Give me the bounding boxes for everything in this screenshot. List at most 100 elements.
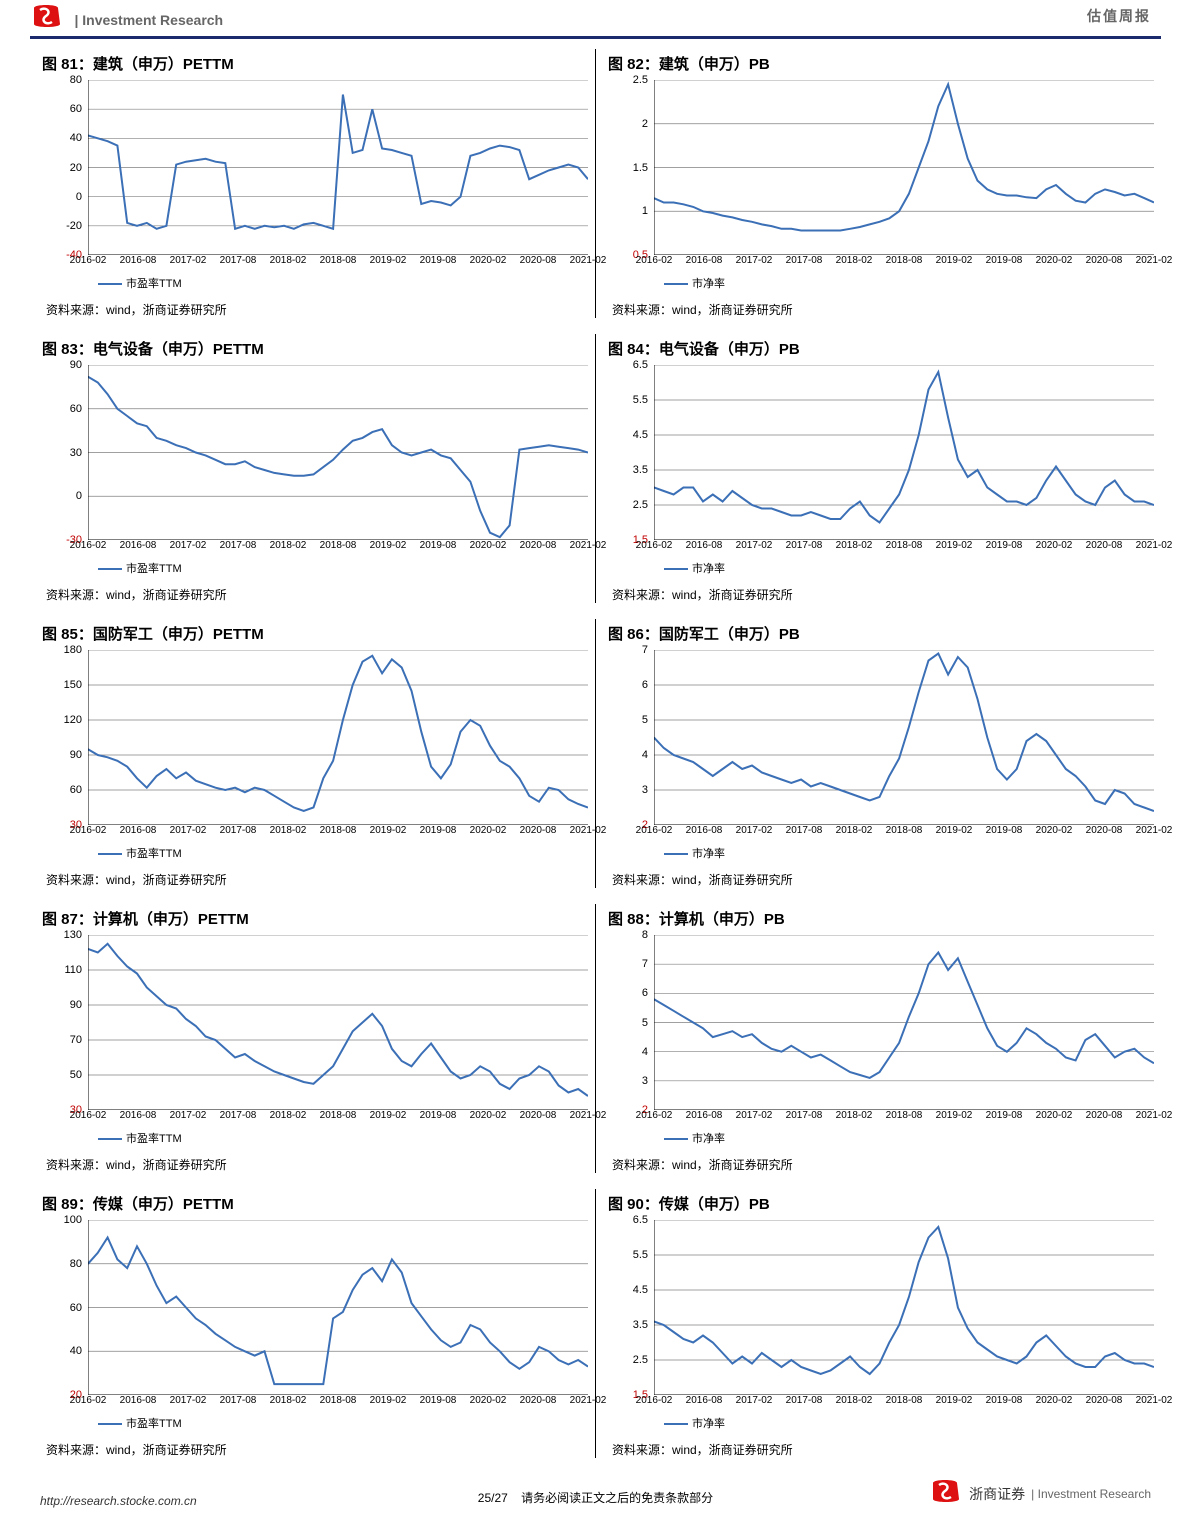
y-tick-label: 60 <box>70 103 82 115</box>
chart-row: 图 85：国防军工（申万）PETTM3060901201501802016-02… <box>30 619 1161 888</box>
x-tick-label: 2018-08 <box>886 540 923 551</box>
x-tick-label: 2016-02 <box>70 1110 107 1121</box>
chart-title: 图 87：计算机（申万）PETTM <box>42 908 587 929</box>
y-tick-label: 50 <box>70 1069 82 1081</box>
chart-source: 资料来源：wind，浙商证券研究所 <box>612 301 1152 318</box>
legend-label: 市净率 <box>692 278 725 290</box>
chart-source: 资料来源：wind，浙商证券研究所 <box>46 586 587 603</box>
charts-grid: 图 81：建筑（申万）PETTM-40-200204060802016-0220… <box>0 39 1191 1458</box>
x-tick-label: 2020-08 <box>1086 540 1123 551</box>
chart-source: 资料来源：wind，浙商证券研究所 <box>612 1156 1152 1173</box>
chart-title: 图 82：建筑（申万）PB <box>608 53 1152 74</box>
legend-label: 市净率 <box>692 1418 725 1430</box>
x-tick-label: 2019-02 <box>370 255 407 266</box>
y-tick-label: 100 <box>64 1214 82 1226</box>
chart-row: 图 81：建筑（申万）PETTM-40-200204060802016-0220… <box>30 49 1161 318</box>
chart-plot-area: 1.52.53.54.55.56.52016-022016-082017-022… <box>654 365 1154 540</box>
y-tick-label: -20 <box>66 220 82 232</box>
x-tick-label: 2017-02 <box>736 1395 773 1406</box>
footer-right: 浙商证券 | Investment Research <box>929 1479 1151 1508</box>
legend-swatch <box>98 853 122 855</box>
x-tick-label: 2017-02 <box>170 1110 207 1121</box>
y-tick-label: 60 <box>70 1302 82 1314</box>
chart-source: 资料来源：wind，浙商证券研究所 <box>46 1156 587 1173</box>
x-tick-label: 2019-02 <box>370 540 407 551</box>
x-tick-label: 2017-02 <box>736 540 773 551</box>
x-axis-labels: 2016-022016-082017-022017-082018-022018-… <box>654 255 1154 269</box>
legend-label: 市净率 <box>692 563 725 575</box>
x-tick-label: 2020-02 <box>470 825 507 836</box>
x-tick-label: 2017-02 <box>736 255 773 266</box>
x-tick-label: 2018-08 <box>320 825 357 836</box>
x-tick-label: 2016-02 <box>636 255 673 266</box>
x-axis-labels: 2016-022016-082017-022017-082018-022018-… <box>654 1395 1154 1409</box>
y-tick-label: 6 <box>642 987 648 999</box>
x-tick-label: 2016-08 <box>686 825 723 836</box>
chart-title: 图 85：国防军工（申万）PETTM <box>42 623 587 644</box>
x-tick-label: 2019-02 <box>936 255 973 266</box>
x-tick-label: 2021-02 <box>1136 255 1173 266</box>
page-header: | Investment Research 估值周报 <box>0 0 1191 34</box>
x-tick-label: 2019-08 <box>986 255 1023 266</box>
y-axis-labels: 1.52.53.54.55.56.5 <box>604 1220 650 1395</box>
x-axis-labels: 2016-022016-082017-022017-082018-022018-… <box>88 1395 588 1409</box>
chart-cell: 图 87：计算机（申万）PETTM305070901101302016-0220… <box>30 904 595 1173</box>
page-footer: http://research.stocke.com.cn 25/27 请务必阅… <box>0 1462 1191 1510</box>
chart-plot-area: 0.511.522.52016-022016-082017-022017-082… <box>654 80 1154 255</box>
x-tick-label: 2018-08 <box>320 255 357 266</box>
y-tick-label: 80 <box>70 74 82 86</box>
chart-title: 图 89：传媒（申万）PETTM <box>42 1193 587 1214</box>
y-tick-label: 5 <box>642 714 648 726</box>
x-tick-label: 2019-02 <box>936 825 973 836</box>
y-tick-label: 4.5 <box>633 1284 648 1296</box>
y-tick-label: 110 <box>64 964 82 976</box>
chart-legend: 市盈率TTM <box>98 1130 587 1146</box>
y-tick-label: 30 <box>70 447 82 459</box>
x-tick-label: 2020-02 <box>470 1110 507 1121</box>
x-tick-label: 2021-02 <box>1136 825 1173 836</box>
x-axis-labels: 2016-022016-082017-022017-082018-022018-… <box>88 540 588 554</box>
x-tick-label: 2019-02 <box>936 1110 973 1121</box>
y-tick-label: 60 <box>70 784 82 796</box>
x-axis-labels: 2016-022016-082017-022017-082018-022018-… <box>88 825 588 839</box>
chart-source: 资料来源：wind，浙商证券研究所 <box>46 301 587 318</box>
y-tick-label: 70 <box>70 1034 82 1046</box>
x-tick-label: 2019-08 <box>420 1395 457 1406</box>
header-logo-icon <box>30 4 64 35</box>
legend-swatch <box>98 1138 122 1140</box>
x-axis-labels: 2016-022016-082017-022017-082018-022018-… <box>654 540 1154 554</box>
x-tick-label: 2020-02 <box>470 540 507 551</box>
chart-row: 图 89：传媒（申万）PETTM204060801002016-022016-0… <box>30 1189 1161 1458</box>
chart-legend: 市盈率TTM <box>98 845 587 861</box>
y-tick-label: 6.5 <box>633 1214 648 1226</box>
chart-svg <box>654 935 1154 1110</box>
x-tick-label: 2016-08 <box>120 1395 157 1406</box>
y-tick-label: 8 <box>642 929 648 941</box>
legend-swatch <box>664 853 688 855</box>
x-tick-label: 2016-08 <box>120 1110 157 1121</box>
x-tick-label: 2017-02 <box>736 825 773 836</box>
chart-svg <box>88 80 588 255</box>
chart-cell: 图 89：传媒（申万）PETTM204060801002016-022016-0… <box>30 1189 595 1458</box>
y-tick-label: 90 <box>70 359 82 371</box>
x-tick-label: 2016-02 <box>70 825 107 836</box>
x-tick-label: 2017-08 <box>220 825 257 836</box>
x-tick-label: 2019-02 <box>936 1395 973 1406</box>
y-tick-label: 0 <box>76 191 82 203</box>
y-tick-label: 4.5 <box>633 429 648 441</box>
y-tick-label: 130 <box>64 929 82 941</box>
chart-row: 图 87：计算机（申万）PETTM305070901101302016-0220… <box>30 904 1161 1173</box>
y-tick-label: 7 <box>642 644 648 656</box>
x-tick-label: 2017-08 <box>220 1395 257 1406</box>
x-tick-label: 2021-02 <box>1136 1395 1173 1406</box>
y-axis-labels: 234567 <box>604 650 650 825</box>
y-tick-label: 90 <box>70 749 82 761</box>
x-tick-label: 2019-08 <box>420 825 457 836</box>
chart-legend: 市盈率TTM <box>98 275 587 291</box>
x-tick-label: 2016-02 <box>636 825 673 836</box>
footer-link[interactable]: http://research.stocke.com.cn <box>40 1494 197 1508</box>
chart-svg <box>654 80 1154 255</box>
x-tick-label: 2016-02 <box>70 255 107 266</box>
header-left-text: | Investment Research <box>74 12 223 28</box>
chart-cell: 图 82：建筑（申万）PB 0.511.522.52016-022016-0820… <box>595 49 1160 318</box>
